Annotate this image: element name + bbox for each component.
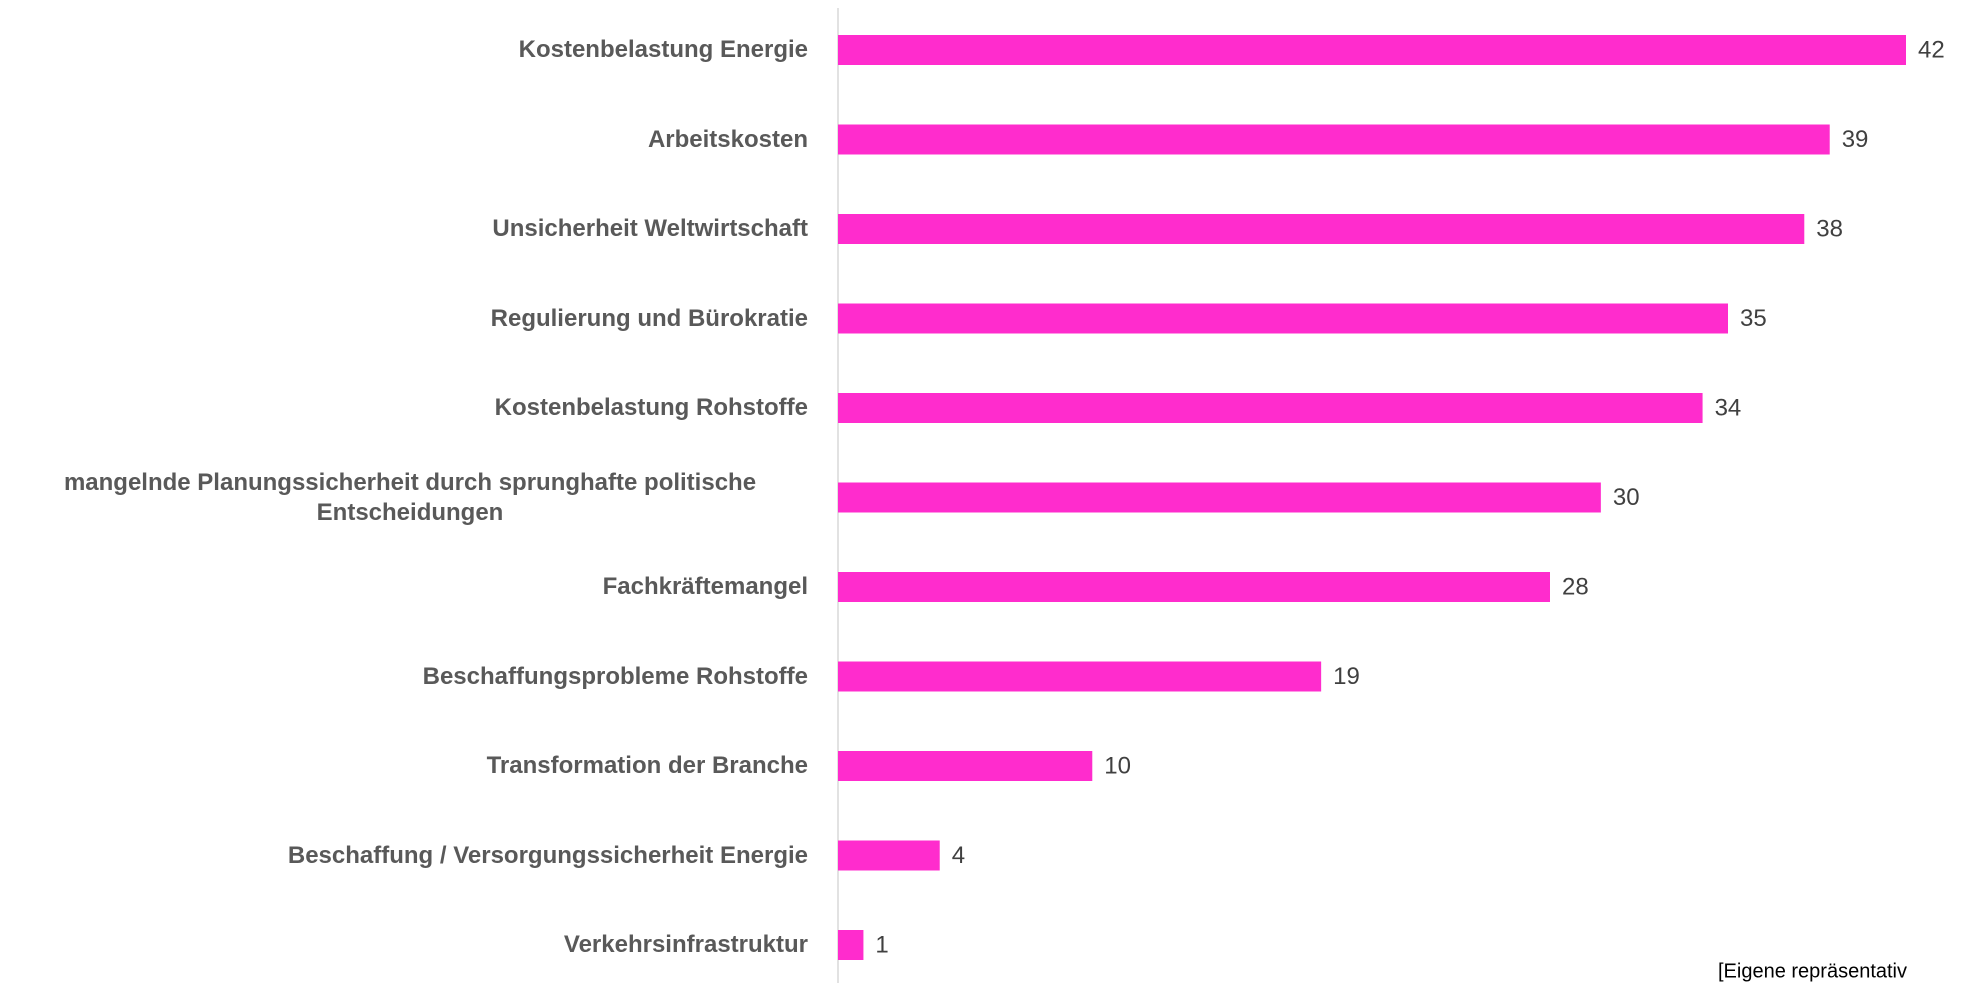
data-label: 34 (1715, 394, 1742, 421)
bar (838, 303, 1728, 334)
data-label: 1 (875, 931, 888, 958)
bar (838, 482, 1601, 513)
data-label: 4 (952, 842, 965, 869)
data-label: 35 (1740, 305, 1767, 332)
source-note: [Eigene repräsentativ (1718, 960, 1907, 982)
category-label: Verkehrsinfrastruktur (563, 931, 808, 958)
bar (838, 751, 1093, 781)
bar (838, 840, 940, 871)
data-label: 30 (1613, 484, 1640, 511)
bar (838, 214, 1805, 244)
category-label: Arbeitskosten (647, 125, 808, 153)
bar (838, 661, 1322, 692)
category-label: Regulierung und Bürokratie (490, 304, 808, 332)
bar (838, 124, 1830, 155)
category-label: Kostenbelastung Rohstoffe (494, 394, 808, 421)
data-label: 42 (1918, 36, 1945, 63)
category-label: Kostenbelastung Energie (518, 36, 808, 63)
data-label: 39 (1842, 126, 1869, 153)
bar (838, 572, 1550, 602)
category-label: Fachkräftemangel (602, 573, 808, 600)
data-label: 38 (1816, 215, 1843, 242)
category-label: mangelnde Planungssicherheit durch sprun… (63, 468, 757, 526)
data-label: 28 (1562, 573, 1589, 600)
bar (838, 35, 1906, 65)
bar (838, 393, 1703, 423)
category-label: Beschaffungsprobleme Rohstoffe (422, 662, 808, 690)
category-label: Unsicherheit Weltwirtschaft (492, 215, 808, 242)
category-label: Transformation der Branche (486, 752, 808, 779)
data-label: 10 (1104, 752, 1131, 779)
data-label: 19 (1333, 663, 1360, 690)
bar (838, 930, 864, 960)
category-label: Beschaffung / Versorgungssicherheit Ener… (287, 841, 808, 869)
